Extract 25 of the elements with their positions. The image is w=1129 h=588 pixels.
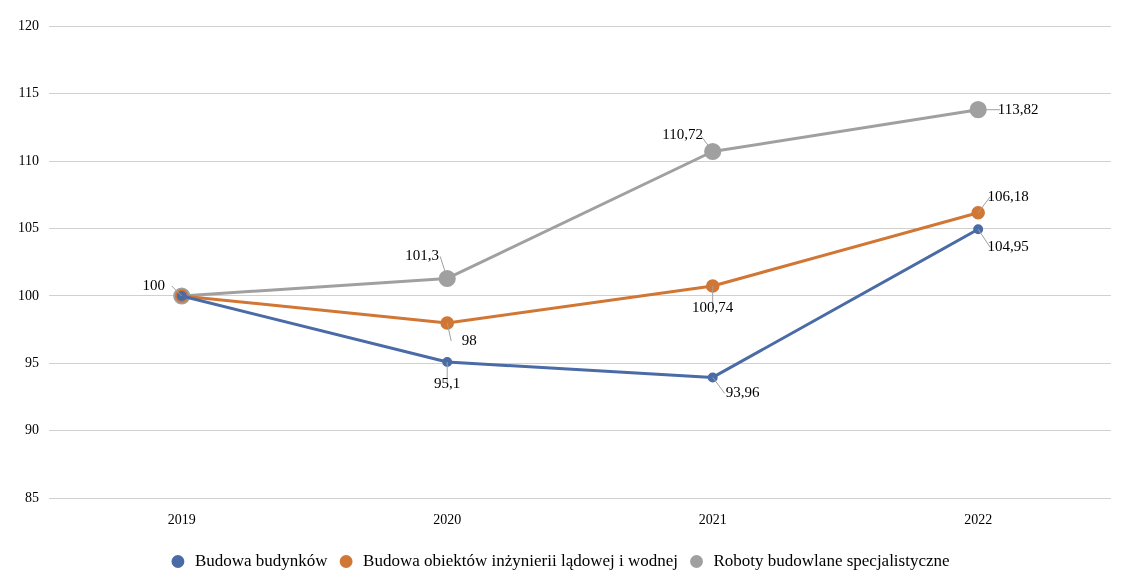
data-label: 100,74 bbox=[692, 298, 734, 315]
data-label: 98 bbox=[461, 331, 477, 348]
data-label: 110,72 bbox=[662, 126, 704, 143]
x-tick-label: 2020 bbox=[433, 512, 462, 528]
y-tick-label: 105 bbox=[18, 220, 39, 236]
y-tick-label: 95 bbox=[25, 355, 39, 371]
data-label: 113,82 bbox=[997, 100, 1039, 117]
data-label: 104,95 bbox=[987, 238, 1029, 255]
y-tick-label: 100 bbox=[18, 287, 39, 303]
x-tick-label: 2021 bbox=[698, 512, 727, 528]
data-label: 93,96 bbox=[725, 384, 761, 401]
legend-label: Roboty budowlane specjalistyczne bbox=[713, 550, 950, 570]
y-tick-label: 90 bbox=[25, 422, 39, 438]
x-tick-label: 2022 bbox=[964, 512, 993, 528]
x-tick-label: 2019 bbox=[167, 512, 196, 528]
y-tick-label: 110 bbox=[18, 152, 39, 168]
y-tick-label: 120 bbox=[18, 18, 39, 34]
legend-label: Budowa budynków bbox=[194, 550, 329, 570]
legend-label: Budowa obiektów inżynierii lądowej i wodnej bbox=[363, 550, 679, 570]
y-tick-label: 85 bbox=[25, 489, 39, 505]
y-tick-label: 115 bbox=[18, 85, 39, 101]
data-label: 106,18 bbox=[987, 187, 1029, 204]
data-label: 100 bbox=[142, 276, 165, 293]
data-label: 101,3 bbox=[405, 247, 440, 264]
data-label: 95,1 bbox=[434, 374, 461, 391]
